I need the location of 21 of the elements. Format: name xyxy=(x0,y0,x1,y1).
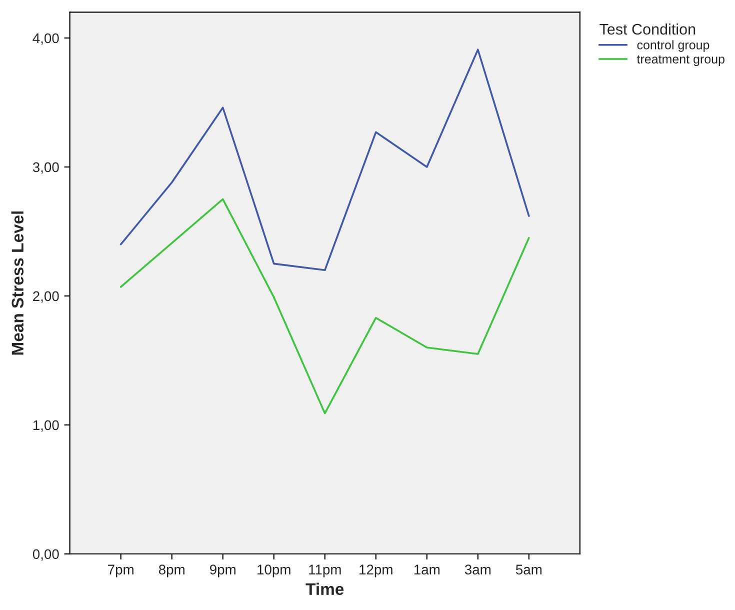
y-tick-label: 0,00 xyxy=(32,549,59,561)
y-tick-label: 4,00 xyxy=(32,33,59,45)
legend-label: control group xyxy=(637,40,710,52)
x-tick-label: 7pm xyxy=(108,564,134,578)
x-tick-label: 5am xyxy=(516,564,542,574)
x-tick-label: 12pm xyxy=(360,564,392,578)
x-tick-label: 3am xyxy=(464,564,490,574)
y-tick-label: 3,00 xyxy=(32,162,59,174)
x-tick-label: 9pm xyxy=(210,564,236,578)
x-tick-label: 1am xyxy=(414,564,440,574)
y-axis-title: Mean Stress Level xyxy=(11,211,24,355)
y-tick-label: 1,00 xyxy=(33,420,59,432)
legend-label: treatment group xyxy=(636,55,724,66)
x-tick-label: 11pm xyxy=(309,564,341,578)
x-tick-label: 8pm xyxy=(158,564,184,578)
x-axis-title: Time xyxy=(306,582,344,596)
line-series xyxy=(120,48,530,272)
x-tick-label: 10pm xyxy=(258,564,290,578)
line-series xyxy=(120,198,530,414)
legend-title: Test Condition xyxy=(600,23,696,35)
y-tick-label: 2,00 xyxy=(33,291,59,303)
